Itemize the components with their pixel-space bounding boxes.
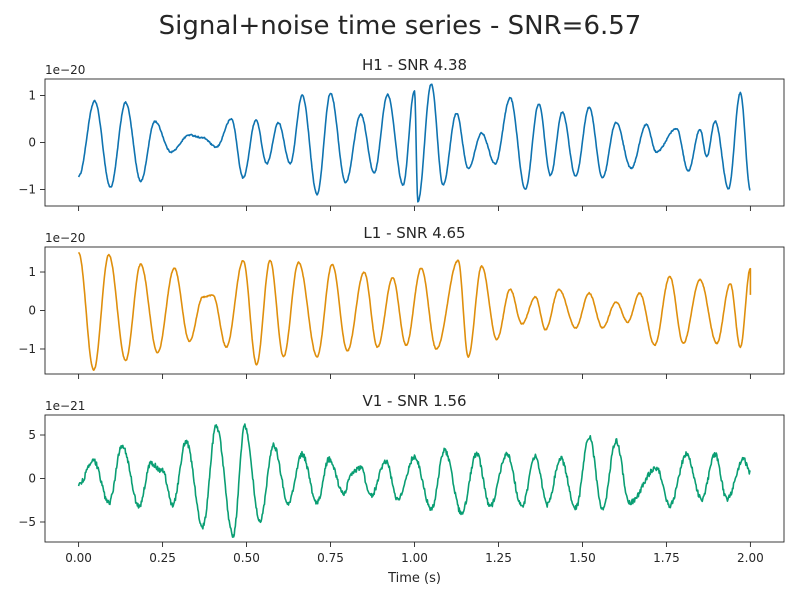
panel-title: V1 - SNR 1.56 bbox=[362, 392, 466, 410]
y-tick-label: 0 bbox=[28, 136, 36, 150]
x-tick-label: 1.75 bbox=[653, 551, 680, 565]
figure-title: Signal+noise time series - SNR=6.57 bbox=[159, 11, 642, 41]
series-line-l1 bbox=[77, 251, 752, 372]
series-line-v1 bbox=[77, 423, 751, 538]
y-offset-label: 1e−20 bbox=[45, 231, 85, 245]
y-offset-label: 1e−21 bbox=[45, 399, 85, 413]
x-axis-label: Time (s) bbox=[387, 571, 441, 586]
y-tick-label: 5 bbox=[28, 428, 36, 442]
x-tick-label: 0.75 bbox=[317, 551, 344, 565]
x-tick-label: 2.00 bbox=[737, 551, 764, 565]
x-tick-label: 1.25 bbox=[485, 551, 512, 565]
y-tick-label: 0 bbox=[28, 304, 36, 318]
x-tick-label: 0.50 bbox=[233, 551, 260, 565]
y-tick-label: 1 bbox=[28, 88, 36, 102]
y-tick-label: −1 bbox=[18, 183, 36, 197]
panel-l1: −1 0 1 1e−20 L1 - SNR 4.65 bbox=[18, 224, 785, 379]
y-tick-label: 0 bbox=[28, 472, 36, 486]
y-offset-label: 1e−20 bbox=[45, 63, 85, 77]
x-tick-label: 0.25 bbox=[149, 551, 176, 565]
series-line-h1 bbox=[77, 83, 751, 203]
x-tick-label: 1.50 bbox=[569, 551, 596, 565]
x-tick-label: 1.00 bbox=[401, 551, 428, 565]
y-tick-label: −5 bbox=[18, 515, 36, 529]
panel-h1: −1 0 1 1e−20 H1 - SNR 4.38 bbox=[18, 56, 785, 211]
axes-frame bbox=[44, 246, 785, 375]
x-tick-label: 0.00 bbox=[65, 551, 92, 565]
panel-title: H1 - SNR 4.38 bbox=[362, 56, 467, 74]
y-tick-label: 1 bbox=[28, 265, 36, 279]
axes-frame bbox=[44, 414, 785, 543]
panel-v1: 0.00 0.25 0.50 0.75 1.00 1.25 1.50 1.75 2.00 −5 0 5… bbox=[18, 392, 785, 586]
panels: −1 0 1 1e−20 H1 - SNR 4.38 −1 0 1 1e−20 L1 - SNR … bbox=[18, 56, 785, 586]
y-tick-label: −1 bbox=[18, 342, 36, 356]
panel-title: L1 - SNR 4.65 bbox=[363, 224, 465, 242]
